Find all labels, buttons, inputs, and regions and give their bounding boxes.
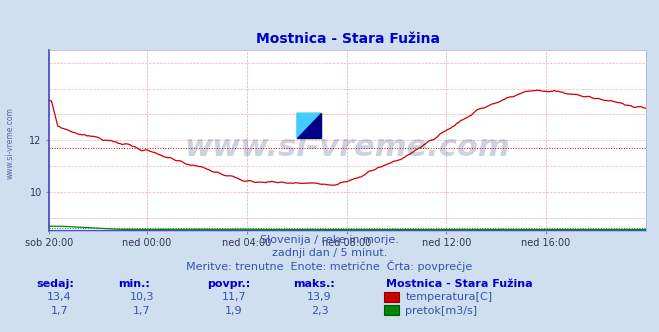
Text: min.:: min.: xyxy=(119,279,150,289)
Text: maks.:: maks.: xyxy=(293,279,335,289)
Text: 11,7: 11,7 xyxy=(221,292,246,302)
Text: temperatura[C]: temperatura[C] xyxy=(405,292,492,302)
Text: povpr.:: povpr.: xyxy=(208,279,251,289)
Text: 1,7: 1,7 xyxy=(51,306,68,316)
Polygon shape xyxy=(297,113,321,138)
Text: zadnji dan / 5 minut.: zadnji dan / 5 minut. xyxy=(272,248,387,258)
Text: 1,7: 1,7 xyxy=(133,306,150,316)
Text: sedaj:: sedaj: xyxy=(36,279,74,289)
Text: 10,3: 10,3 xyxy=(129,292,154,302)
Text: www.si-vreme.com: www.si-vreme.com xyxy=(5,107,14,179)
Title: Mostnica - Stara Fužina: Mostnica - Stara Fužina xyxy=(256,32,440,46)
Text: Slovenija / reke in morje.: Slovenija / reke in morje. xyxy=(260,235,399,245)
Text: Meritve: trenutne  Enote: metrične  Črta: povprečje: Meritve: trenutne Enote: metrične Črta: … xyxy=(186,260,473,272)
Text: 13,9: 13,9 xyxy=(307,292,332,302)
Text: 2,3: 2,3 xyxy=(311,306,328,316)
Text: Mostnica - Stara Fužina: Mostnica - Stara Fužina xyxy=(386,279,532,289)
Text: 13,4: 13,4 xyxy=(47,292,72,302)
Text: 1,9: 1,9 xyxy=(225,306,243,316)
Bar xyxy=(297,113,321,138)
Text: www.si-vreme.com: www.si-vreme.com xyxy=(185,133,511,162)
Text: pretok[m3/s]: pretok[m3/s] xyxy=(405,306,477,316)
Polygon shape xyxy=(297,113,321,138)
